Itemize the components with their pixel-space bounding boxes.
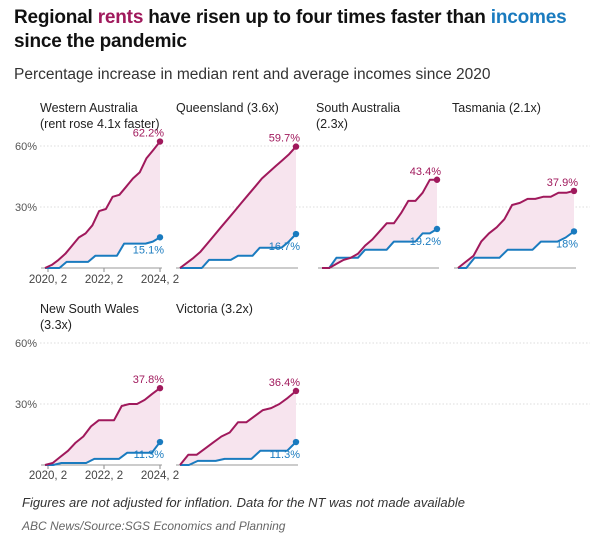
rent-end-point-1	[292, 143, 300, 150]
x-tick-label: 2020, 2	[29, 470, 67, 482]
rent-line-2	[322, 178, 437, 269]
panel-title: South Australia	[316, 101, 400, 115]
income-value-label: 11.3%	[134, 449, 165, 461]
y-tick-label: 30%	[15, 399, 37, 411]
income-line-3	[458, 230, 575, 269]
rent-value-label: 62.2%	[133, 128, 164, 140]
income-line-1	[180, 233, 297, 269]
chart-title: Regional rents have risen up to four tim…	[14, 6, 586, 54]
income-line-0	[45, 236, 161, 269]
income-value-label: 19.2%	[410, 236, 441, 248]
panel-title: New South Wales	[40, 302, 139, 316]
income-end-point-0	[156, 234, 164, 241]
panel-title: Queensland (3.6x)	[176, 101, 279, 115]
income-line-5	[180, 441, 297, 466]
chart-subtitle: Percentage increase in median rent and a…	[14, 66, 491, 83]
income-end-point-2	[433, 225, 441, 233]
income-end-point-3	[570, 228, 578, 235]
rent-line-4	[44, 387, 161, 466]
title-part-1: Regional	[14, 7, 98, 28]
panel-title: (3.3x)	[40, 318, 72, 332]
panel-title: Victoria (3.2x)	[176, 302, 253, 316]
panel-title: Western Australia	[40, 101, 138, 115]
small-multiples-chart: 60% 30% 60% 30% 2020, 2 2022, 2 2024, 2 2020, 2…	[15, 101, 590, 482]
x-tick-label: 2022, 2	[85, 274, 123, 286]
gap-shading-2	[322, 179, 437, 268]
x-tick-label: 2022, 2	[85, 470, 123, 482]
x-tick-label: 2024, 2	[141, 470, 179, 482]
rent-end-point-2	[433, 176, 441, 183]
rent-end-point-0	[156, 138, 164, 145]
rent-value-label: 37.8%	[133, 374, 164, 386]
title-incomes-word: incomes	[490, 7, 567, 28]
rent-line-0	[44, 140, 161, 269]
income-line-2	[322, 228, 438, 269]
income-value-label: 16.7%	[269, 241, 300, 253]
y-tick-label: 60%	[15, 338, 37, 350]
income-end-point-1	[292, 230, 300, 238]
rent-end-point-5	[292, 387, 300, 395]
gap-shading-0	[45, 141, 160, 268]
y-tick-label: 30%	[15, 202, 37, 214]
income-value-label: 18%	[556, 238, 578, 250]
title-rents-word: rents	[97, 7, 144, 28]
rent-line-1	[179, 145, 297, 269]
rent-line-3	[457, 189, 575, 269]
title-part-3: have risen up to four times faster than	[143, 7, 491, 28]
rent-end-point-3	[570, 187, 578, 195]
title-part-5: since the pandemic	[14, 31, 187, 52]
income-line-4	[45, 441, 161, 466]
footnote: Figures are not adjusted for inflation. …	[22, 495, 465, 510]
income-value-label: 11.3%	[270, 449, 301, 461]
gap-shading-3	[458, 190, 574, 268]
income-value-label: 15.1%	[133, 244, 164, 256]
panel-title: (2.3x)	[316, 117, 348, 131]
x-tick-label: 2020, 2	[29, 274, 67, 286]
income-end-point-5	[292, 438, 300, 446]
rent-value-label: 37.9%	[547, 177, 578, 189]
x-tick-label: 2024, 2	[141, 274, 179, 286]
panel-title: Tasmania (2.1x)	[452, 101, 541, 115]
rent-value-label: 59.7%	[269, 133, 300, 145]
rent-end-point-4	[156, 384, 164, 392]
income-end-point-4	[156, 438, 164, 446]
y-tick-label: 60%	[15, 141, 37, 153]
source-note: ABC News/Source:SGS Economics and Planni…	[22, 519, 286, 533]
rent-line-5	[179, 390, 297, 466]
rent-value-label: 36.4%	[269, 377, 300, 389]
rent-value-label: 43.4%	[410, 166, 441, 178]
panel-title: (rent rose 4.1x faster)	[40, 117, 160, 131]
